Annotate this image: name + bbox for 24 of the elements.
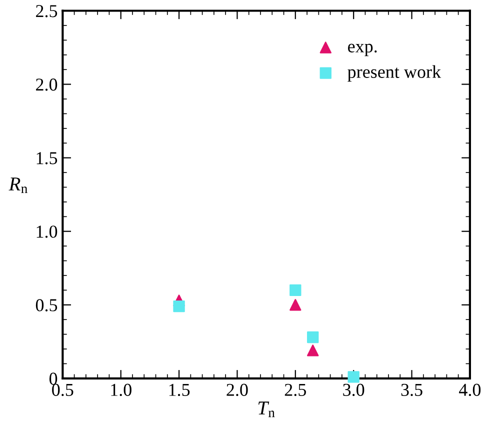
y-tick-label: 1.0 (36, 226, 58, 238)
point (348, 371, 360, 383)
x-tick-label: 4.0 (459, 384, 481, 396)
y-tick-label: 0 (49, 372, 58, 385)
x-tick-label: 3.0 (343, 384, 364, 396)
x-tick-label: 3.5 (401, 384, 422, 396)
y-tick-label: 2.5 (36, 5, 58, 18)
point (173, 300, 185, 312)
y-axis-title: R$_{n}$ (8, 178, 28, 194)
point (290, 299, 302, 311)
point (290, 284, 302, 296)
y-tick-label: 1.5 (36, 152, 58, 164)
x-tick-label: 0.5 (52, 384, 74, 396)
x-axis-title: T$_{n}$ (258, 402, 275, 418)
legend-label: present work (348, 65, 442, 82)
y-tick-label: 0.5 (36, 299, 58, 312)
x-tick-label: 2.0 (226, 384, 248, 396)
legend-label: exp. (348, 44, 377, 56)
point (307, 344, 319, 356)
x-tick-label: 1.5 (169, 384, 190, 396)
point (307, 331, 319, 344)
x-tick-label: 1.0 (111, 384, 132, 396)
x-tick-label: 2.5 (284, 384, 306, 396)
y-tick-label: 2.0 (36, 78, 58, 91)
